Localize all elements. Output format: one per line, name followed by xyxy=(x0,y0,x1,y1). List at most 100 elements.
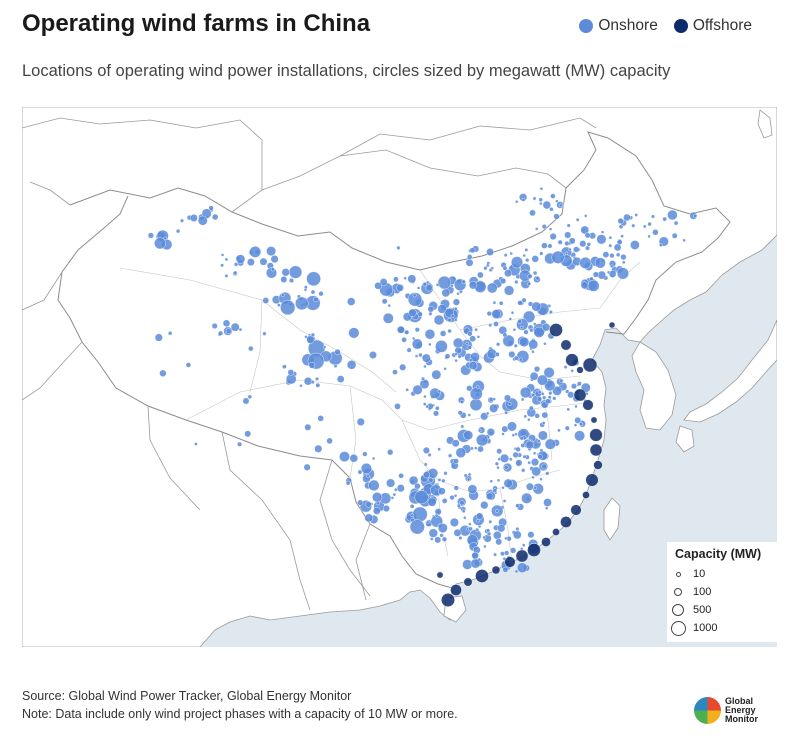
onshore-farm-marker[interactable] xyxy=(441,288,451,298)
onshore-farm-marker[interactable] xyxy=(467,484,478,495)
onshore-farm-marker[interactable] xyxy=(434,536,442,544)
onshore-farm-marker[interactable] xyxy=(461,509,466,514)
onshore-farm-marker[interactable] xyxy=(447,318,452,323)
onshore-farm-marker[interactable] xyxy=(538,430,548,441)
onshore-farm-marker[interactable] xyxy=(247,394,253,399)
onshore-farm-marker[interactable] xyxy=(693,213,698,218)
onshore-farm-marker[interactable] xyxy=(409,519,425,535)
onshore-farm-marker[interactable] xyxy=(647,234,651,239)
onshore-farm-marker[interactable] xyxy=(414,354,419,358)
onshore-farm-marker[interactable] xyxy=(539,251,544,256)
onshore-farm-marker[interactable] xyxy=(365,501,372,508)
onshore-farm-marker[interactable] xyxy=(306,271,321,287)
onshore-farm-marker[interactable] xyxy=(404,329,410,335)
offshore-farm-marker[interactable] xyxy=(450,584,462,596)
onshore-farm-marker[interactable] xyxy=(542,200,551,210)
onshore-farm-marker[interactable] xyxy=(362,451,368,457)
offshore-farm-marker[interactable] xyxy=(560,516,572,528)
onshore-farm-marker[interactable] xyxy=(541,463,548,470)
onshore-farm-marker[interactable] xyxy=(642,224,647,229)
onshore-farm-marker[interactable] xyxy=(282,364,287,370)
onshore-farm-marker[interactable] xyxy=(543,498,552,507)
onshore-farm-marker[interactable] xyxy=(345,480,351,486)
onshore-farm-marker[interactable] xyxy=(501,486,505,490)
onshore-farm-marker[interactable] xyxy=(508,317,512,321)
onshore-farm-marker[interactable] xyxy=(586,242,591,247)
onshore-farm-marker[interactable] xyxy=(447,328,452,334)
onshore-farm-marker[interactable] xyxy=(500,277,507,285)
onshore-farm-marker[interactable] xyxy=(545,506,549,510)
onshore-farm-marker[interactable] xyxy=(326,437,333,445)
onshore-farm-marker[interactable] xyxy=(470,558,481,569)
onshore-farm-marker[interactable] xyxy=(270,255,279,264)
onshore-farm-marker[interactable] xyxy=(492,300,497,305)
onshore-farm-marker[interactable] xyxy=(476,519,480,523)
china-wind-map[interactable] xyxy=(22,107,777,647)
onshore-farm-marker[interactable] xyxy=(409,503,415,509)
onshore-farm-marker[interactable] xyxy=(451,439,460,448)
onshore-farm-marker[interactable] xyxy=(496,448,503,455)
onshore-farm-marker[interactable] xyxy=(483,544,487,549)
onshore-farm-marker[interactable] xyxy=(439,533,444,538)
onshore-farm-marker[interactable] xyxy=(477,445,484,453)
onshore-farm-marker[interactable] xyxy=(620,234,624,238)
onshore-farm-marker[interactable] xyxy=(424,329,436,340)
onshore-farm-marker[interactable] xyxy=(459,500,465,506)
onshore-farm-marker[interactable] xyxy=(381,298,388,305)
onshore-farm-marker[interactable] xyxy=(571,383,578,390)
onshore-farm-marker[interactable] xyxy=(520,397,525,402)
onshore-farm-marker[interactable] xyxy=(431,369,442,380)
onshore-farm-marker[interactable] xyxy=(369,351,377,359)
onshore-farm-marker[interactable] xyxy=(197,215,208,226)
onshore-farm-marker[interactable] xyxy=(541,224,547,230)
offshore-farm-marker[interactable] xyxy=(541,537,551,547)
onshore-farm-marker[interactable] xyxy=(502,566,509,573)
onshore-farm-marker[interactable] xyxy=(270,267,275,272)
onshore-farm-marker[interactable] xyxy=(504,285,515,296)
onshore-farm-marker[interactable] xyxy=(421,376,426,381)
onshore-farm-marker[interactable] xyxy=(405,387,410,392)
offshore-farm-marker[interactable] xyxy=(608,321,616,329)
onshore-farm-marker[interactable] xyxy=(469,398,483,412)
onshore-farm-marker[interactable] xyxy=(533,485,538,490)
onshore-farm-marker[interactable] xyxy=(486,428,496,437)
onshore-farm-marker[interactable] xyxy=(566,407,571,412)
onshore-farm-marker[interactable] xyxy=(399,363,407,371)
onshore-farm-marker[interactable] xyxy=(437,389,442,394)
onshore-farm-marker[interactable] xyxy=(515,503,520,508)
onshore-farm-marker[interactable] xyxy=(463,473,468,478)
onshore-farm-marker[interactable] xyxy=(476,512,484,520)
onshore-farm-marker[interactable] xyxy=(602,251,610,258)
onshore-farm-marker[interactable] xyxy=(651,214,656,219)
offshore-farm-marker[interactable] xyxy=(582,399,594,411)
onshore-farm-marker[interactable] xyxy=(461,279,466,284)
onshore-farm-marker[interactable] xyxy=(426,280,430,285)
onshore-farm-marker[interactable] xyxy=(220,253,225,257)
onshore-farm-marker[interactable] xyxy=(483,266,488,271)
onshore-farm-marker[interactable] xyxy=(429,387,441,399)
offshore-farm-marker[interactable] xyxy=(582,491,590,499)
onshore-farm-marker[interactable] xyxy=(366,474,370,479)
onshore-farm-marker[interactable] xyxy=(437,478,442,482)
onshore-farm-marker[interactable] xyxy=(469,335,477,343)
onshore-farm-marker[interactable] xyxy=(374,281,382,290)
onshore-farm-marker[interactable] xyxy=(542,395,547,400)
onshore-farm-marker[interactable] xyxy=(277,303,281,307)
onshore-farm-marker[interactable] xyxy=(368,479,380,492)
onshore-farm-marker[interactable] xyxy=(163,236,168,241)
onshore-farm-marker[interactable] xyxy=(456,292,460,296)
onshore-farm-marker[interactable] xyxy=(453,485,459,491)
onshore-farm-marker[interactable] xyxy=(396,245,401,250)
onshore-farm-marker[interactable] xyxy=(249,245,262,258)
onshore-farm-marker[interactable] xyxy=(396,283,404,292)
onshore-farm-marker[interactable] xyxy=(513,343,518,348)
onshore-farm-marker[interactable] xyxy=(529,328,534,333)
onshore-farm-marker[interactable] xyxy=(579,256,592,269)
onshore-farm-marker[interactable] xyxy=(318,291,324,297)
onshore-farm-marker[interactable] xyxy=(548,391,553,396)
onshore-farm-marker[interactable] xyxy=(453,494,458,498)
offshore-farm-marker[interactable] xyxy=(436,571,444,579)
onshore-farm-marker[interactable] xyxy=(224,273,229,278)
onshore-farm-marker[interactable] xyxy=(314,444,323,453)
onshore-farm-marker[interactable] xyxy=(489,403,499,413)
